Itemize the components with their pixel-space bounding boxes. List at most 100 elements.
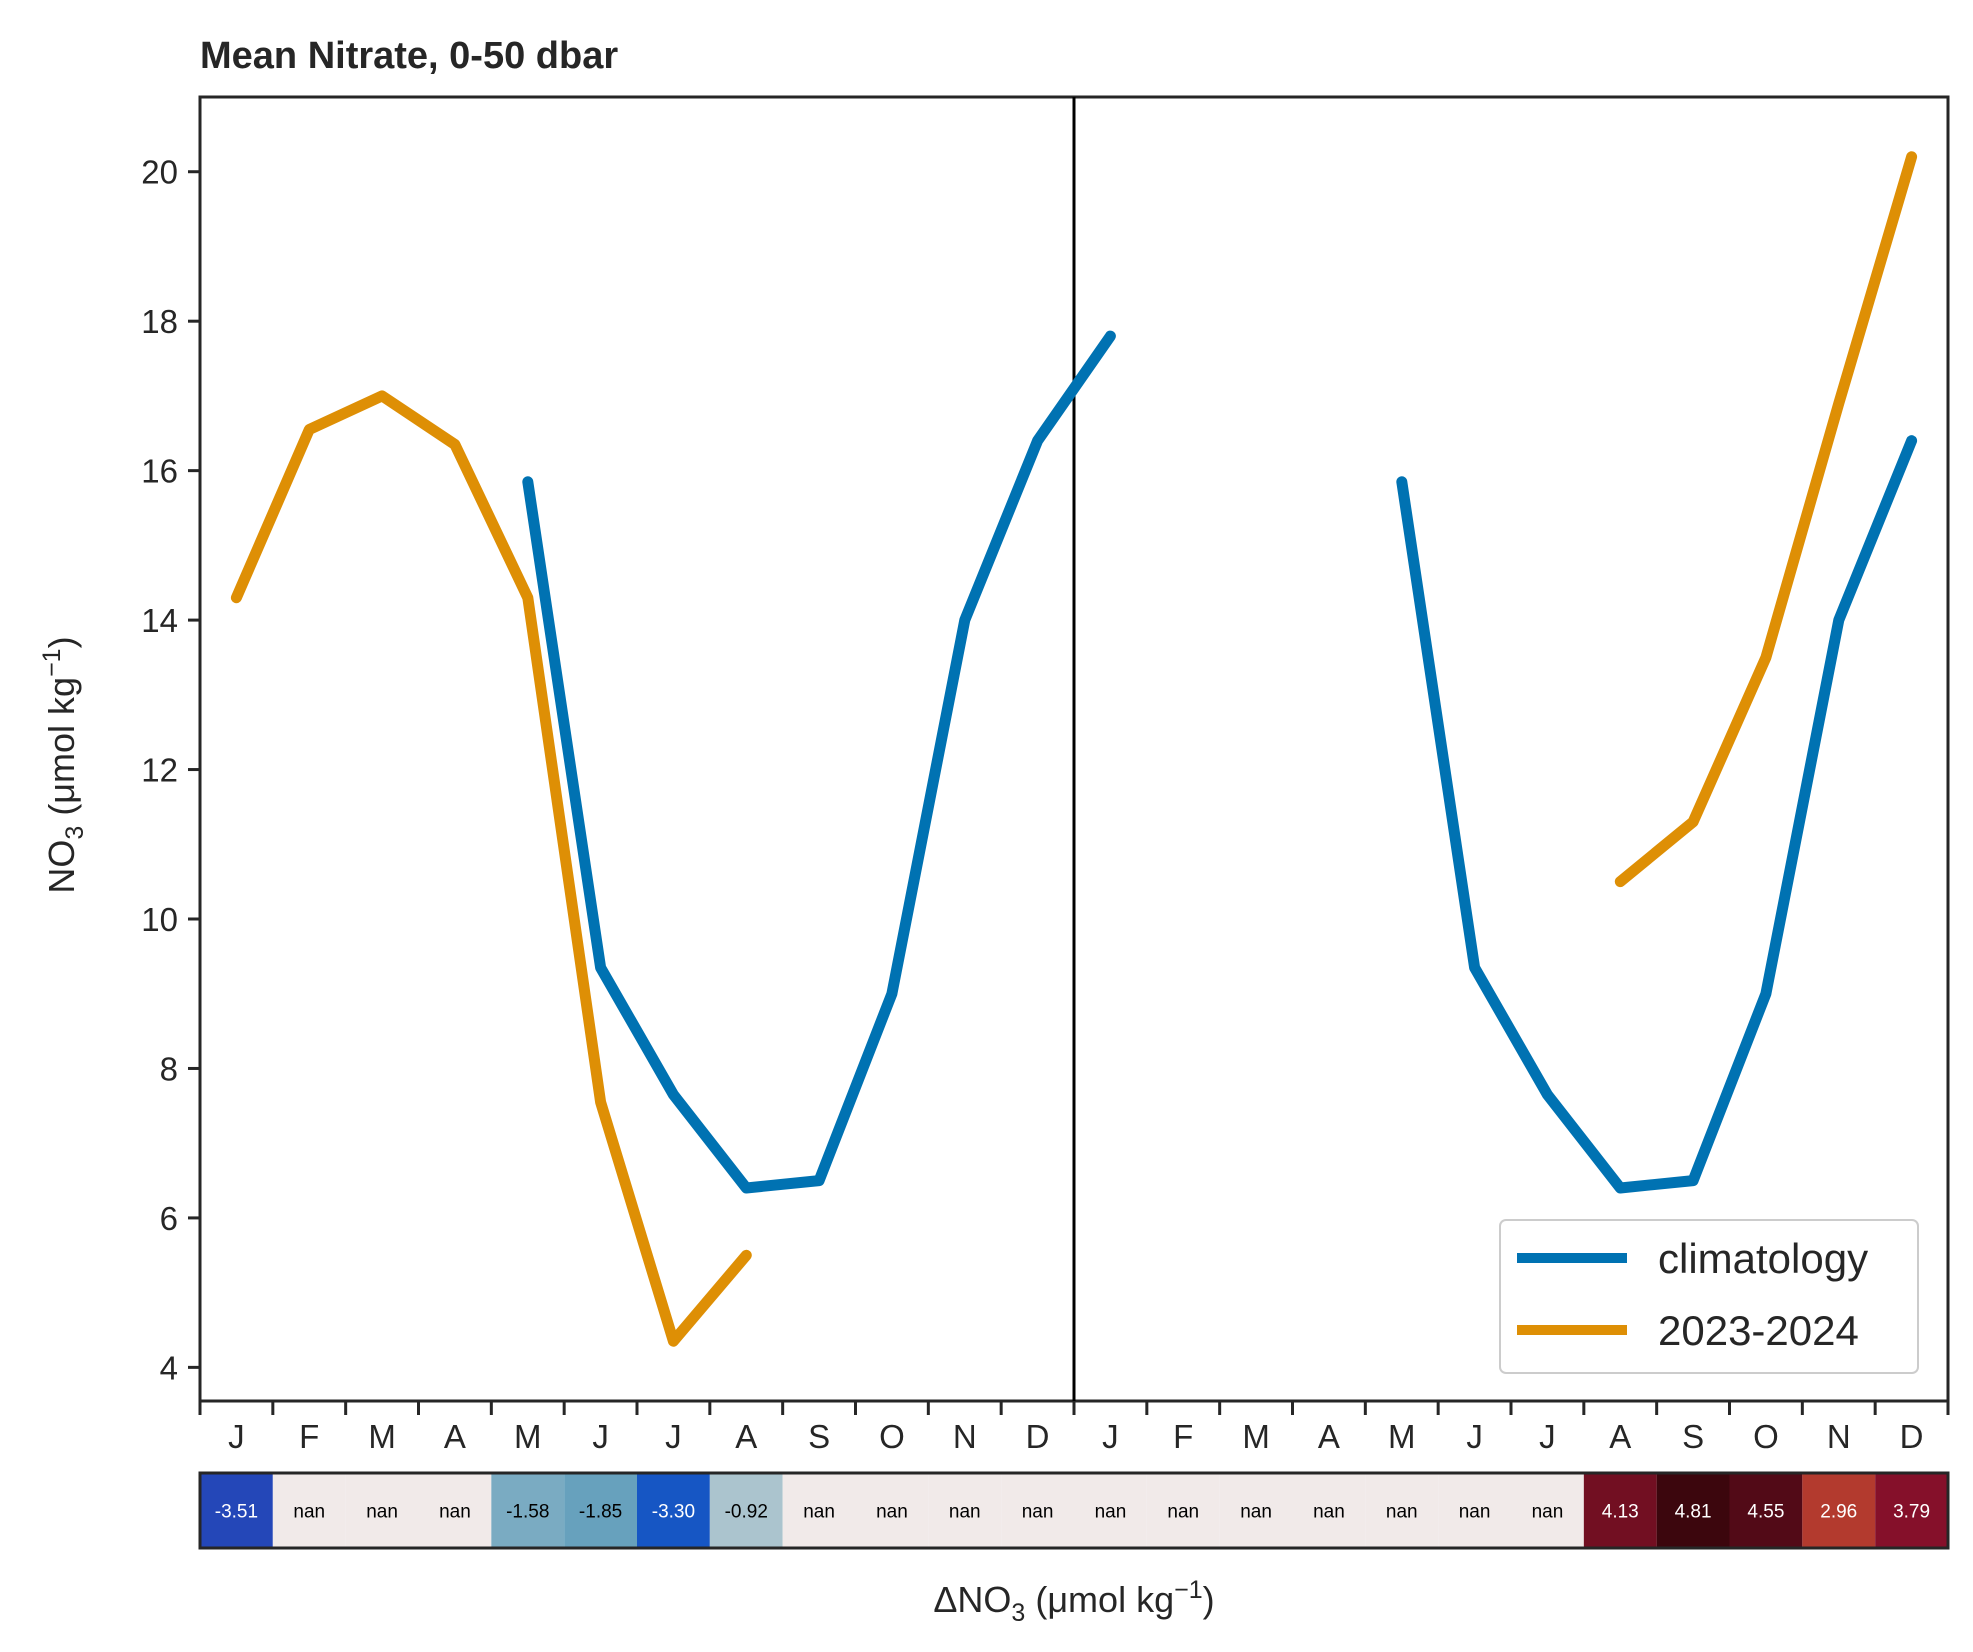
x-tick-label: A bbox=[444, 1418, 466, 1455]
x-tick-label: O bbox=[879, 1418, 905, 1455]
anomaly-cell bbox=[1146, 1473, 1220, 1548]
y-label-superscript: −1 bbox=[38, 648, 66, 677]
anomaly-cell bbox=[1219, 1473, 1293, 1548]
anomaly-cell-label: nan bbox=[366, 1502, 398, 1523]
x-tick-label: J bbox=[1539, 1418, 1556, 1455]
x-tick-label: O bbox=[1753, 1418, 1779, 1455]
anomaly-cell bbox=[1511, 1473, 1584, 1548]
x-tick-label: D bbox=[1026, 1418, 1050, 1455]
anomaly-cell-label: 2.96 bbox=[1820, 1502, 1857, 1523]
x-tick-label: J bbox=[1102, 1418, 1119, 1455]
anomaly-cell bbox=[1656, 1473, 1730, 1548]
x-tick-label: S bbox=[1682, 1418, 1704, 1455]
anomaly-cell-label: -1.85 bbox=[579, 1502, 622, 1523]
y-label-close: ) bbox=[41, 636, 82, 648]
strip-label-close: ) bbox=[1203, 1579, 1215, 1620]
x-tick-label: F bbox=[1173, 1418, 1193, 1455]
anomaly-cell bbox=[1365, 1473, 1439, 1548]
anomaly-cell-label: 4.13 bbox=[1602, 1502, 1639, 1523]
y-tick-label: 20 bbox=[141, 154, 178, 191]
anomaly-cell-label: 4.55 bbox=[1747, 1502, 1784, 1523]
anomaly-cell bbox=[855, 1473, 929, 1548]
anomaly-cell-label: -3.30 bbox=[652, 1502, 695, 1523]
anomaly-cell-label: nan bbox=[293, 1502, 325, 1523]
x-tick-label: N bbox=[953, 1418, 977, 1455]
x-tick-label: A bbox=[1318, 1418, 1340, 1455]
anomaly-cell-label: -3.51 bbox=[215, 1502, 258, 1523]
y-tick-label: 8 bbox=[160, 1050, 178, 1087]
series-line-climatology bbox=[522, 330, 1918, 1194]
anomaly-cell bbox=[782, 1473, 856, 1548]
anomaly-cell bbox=[928, 1473, 1002, 1548]
anomaly-cell bbox=[1729, 1473, 1803, 1548]
anomaly-cell bbox=[1875, 1473, 1948, 1548]
anomaly-cell-label: nan bbox=[1532, 1502, 1564, 1523]
y-label-unit: (μmol kg bbox=[41, 677, 82, 826]
anomaly-strip-label: ΔNO3 (μmol kg−1) bbox=[933, 1576, 1214, 1627]
anomaly-cell bbox=[709, 1473, 783, 1548]
anomaly-cell-label: nan bbox=[949, 1502, 981, 1523]
anomaly-cell bbox=[1438, 1473, 1511, 1548]
anomaly-cell-label: -1.58 bbox=[506, 1502, 549, 1523]
chart-title: Mean Nitrate, 0-50 dbar bbox=[200, 35, 618, 77]
anomaly-cell-label: 3.79 bbox=[1893, 1502, 1930, 1523]
x-tick-label: J bbox=[1466, 1418, 1483, 1455]
x-tick-label: M bbox=[1242, 1418, 1270, 1455]
anomaly-cell-label: nan bbox=[876, 1502, 908, 1523]
anomaly-cell-label: nan bbox=[1459, 1502, 1491, 1523]
anomaly-cell bbox=[1292, 1473, 1366, 1548]
anomaly-cell-label: 4.81 bbox=[1675, 1502, 1712, 1523]
y-label-base: NO bbox=[41, 840, 82, 894]
x-tick-label: A bbox=[735, 1418, 757, 1455]
x-tick-label: M bbox=[514, 1418, 542, 1455]
y-tick-label: 14 bbox=[141, 602, 178, 639]
anomaly-cell-label: nan bbox=[1240, 1502, 1272, 1523]
series-line-2023-2024 bbox=[230, 151, 1918, 1347]
y-tick-label: 18 bbox=[141, 303, 178, 340]
y-tick-label: 12 bbox=[141, 752, 178, 789]
anomaly-cell-label: nan bbox=[1313, 1502, 1345, 1523]
strip-label-unit: (μmol kg bbox=[1025, 1579, 1174, 1620]
anomaly-cell-label: nan bbox=[1167, 1502, 1199, 1523]
anomaly-cell-label: nan bbox=[1386, 1502, 1418, 1523]
legend: climatology 2023-2024 bbox=[1499, 1219, 1919, 1374]
x-tick-label: D bbox=[1900, 1418, 1924, 1455]
y-axis: 4 6 8 10 12 14 16 18 20 bbox=[141, 154, 200, 1386]
legend-label-climatology: climatology bbox=[1658, 1235, 1868, 1282]
anomaly-cell-label: nan bbox=[1095, 1502, 1127, 1523]
y-axis-label: NO3 (μmol kg−1) bbox=[38, 636, 89, 893]
strip-label-superscript: −1 bbox=[1174, 1576, 1203, 1604]
x-tick-label: J bbox=[592, 1418, 609, 1455]
x-tick-label: N bbox=[1827, 1418, 1851, 1455]
anomaly-cell bbox=[345, 1473, 419, 1548]
anomaly-cell-label: -0.92 bbox=[725, 1502, 768, 1523]
anomaly-cell bbox=[272, 1473, 346, 1548]
anomaly-cell bbox=[1001, 1473, 1074, 1548]
strip-label-prefix: ΔNO bbox=[933, 1579, 1011, 1620]
x-tick-label: M bbox=[368, 1418, 396, 1455]
y-tick-label: 4 bbox=[160, 1349, 178, 1386]
legend-label-2023-2024: 2023-2024 bbox=[1658, 1307, 1859, 1354]
anomaly-cell-label: nan bbox=[1022, 1502, 1054, 1523]
anomaly-cell bbox=[418, 1473, 492, 1548]
strip-label-subscript: 3 bbox=[1011, 1599, 1025, 1627]
y-label-subscript: 3 bbox=[61, 826, 89, 840]
anomaly-cell bbox=[637, 1473, 710, 1548]
anomaly-cell bbox=[1074, 1473, 1147, 1548]
anomaly-cell-label: nan bbox=[439, 1502, 471, 1523]
y-tick-label: 16 bbox=[141, 453, 178, 490]
anomaly-cell bbox=[1802, 1473, 1876, 1548]
x-tick-label: J bbox=[665, 1418, 682, 1455]
anomaly-cell bbox=[564, 1473, 637, 1548]
x-tick-label: S bbox=[808, 1418, 830, 1455]
x-tick-label: J bbox=[228, 1418, 245, 1455]
anomaly-cell-label: nan bbox=[803, 1502, 835, 1523]
anomaly-strip-frame bbox=[198, 1471, 1950, 1550]
x-tick-label: M bbox=[1388, 1418, 1416, 1455]
anomaly-cell bbox=[491, 1473, 565, 1548]
y-tick-label: 10 bbox=[141, 901, 178, 938]
x-tick-label: F bbox=[299, 1418, 319, 1455]
x-tick-label: A bbox=[1609, 1418, 1631, 1455]
